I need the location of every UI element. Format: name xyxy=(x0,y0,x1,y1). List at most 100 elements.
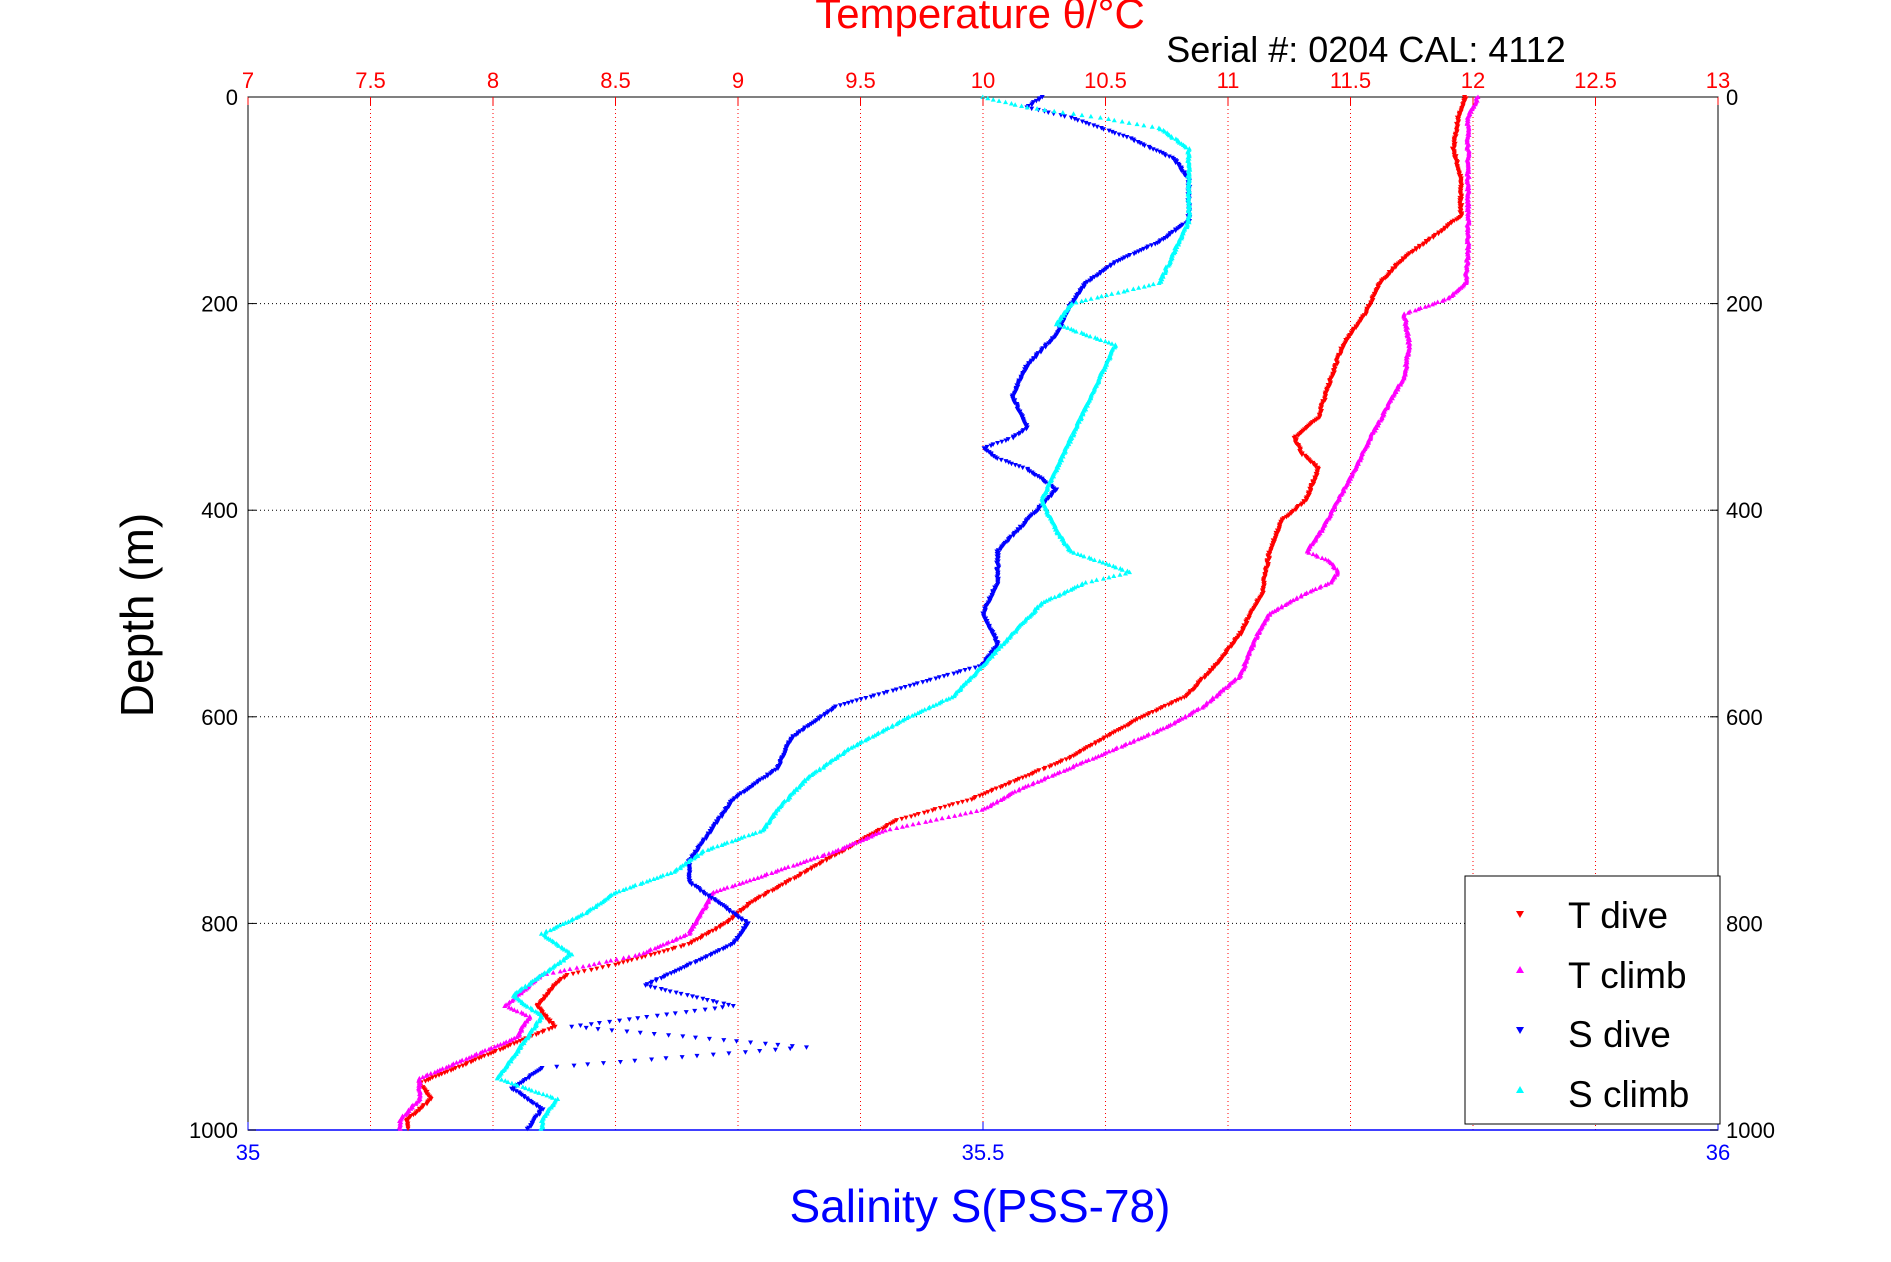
data-point xyxy=(844,843,850,849)
data-point xyxy=(802,870,808,875)
data-point xyxy=(729,883,735,889)
data-point xyxy=(1106,339,1112,345)
data-point xyxy=(1097,558,1103,564)
data-point xyxy=(904,715,910,721)
data-point xyxy=(1313,464,1319,469)
data-point xyxy=(1322,397,1328,403)
data-point xyxy=(794,787,800,792)
data-point xyxy=(634,956,640,962)
data-point xyxy=(909,713,915,718)
data-point xyxy=(660,942,666,947)
data-point xyxy=(807,857,813,862)
data-point xyxy=(460,1063,466,1069)
data-point xyxy=(567,966,573,971)
legend-item-t-climb: T climb xyxy=(1516,955,1687,996)
data-point xyxy=(1064,588,1070,594)
data-point xyxy=(600,965,606,970)
data-point xyxy=(1393,265,1399,270)
data-point xyxy=(613,962,619,968)
data-point xyxy=(450,1067,456,1072)
data-point xyxy=(620,887,626,892)
data-point xyxy=(502,1003,508,1009)
data-point xyxy=(738,909,744,914)
data-point xyxy=(911,682,917,688)
data-point xyxy=(1141,284,1147,289)
data-point xyxy=(1049,763,1055,768)
data-point xyxy=(502,1078,508,1083)
data-point xyxy=(569,951,575,957)
data-point xyxy=(511,1007,517,1012)
data-point xyxy=(721,1001,727,1007)
data-point xyxy=(933,816,939,822)
data-point xyxy=(691,855,697,861)
data-point xyxy=(529,1088,535,1093)
data-point xyxy=(734,1039,740,1044)
data-point xyxy=(1008,100,1014,106)
data-point xyxy=(871,693,877,699)
data-point xyxy=(1014,529,1020,535)
data-point xyxy=(1029,102,1035,108)
legend-label-s-climb: S climb xyxy=(1568,1074,1689,1115)
data-point xyxy=(1135,736,1141,742)
data-point xyxy=(1012,779,1018,784)
data-point xyxy=(1134,717,1140,722)
data-point xyxy=(591,961,597,967)
data-point xyxy=(1101,751,1107,756)
data-point xyxy=(672,937,678,942)
data-point xyxy=(499,1077,505,1082)
data-point xyxy=(724,885,730,890)
data-point xyxy=(692,1008,698,1014)
data-point xyxy=(994,799,1000,805)
data-point xyxy=(736,934,742,940)
data-point xyxy=(606,964,612,969)
data-point xyxy=(514,1040,520,1045)
data-point xyxy=(1046,597,1052,602)
data-point xyxy=(1039,95,1045,100)
data-point xyxy=(502,1045,508,1050)
data-point xyxy=(1160,725,1166,731)
data-point xyxy=(858,697,864,702)
data-point xyxy=(1033,354,1039,360)
data-point xyxy=(644,878,650,884)
data-point xyxy=(1116,132,1122,137)
data-point xyxy=(760,776,766,781)
data-point xyxy=(845,700,851,706)
data-point xyxy=(608,957,614,963)
data-point xyxy=(708,952,714,958)
data-point xyxy=(1338,351,1344,357)
data-point xyxy=(417,1107,423,1113)
data-point xyxy=(870,831,876,836)
data-point xyxy=(472,1057,478,1063)
data-point xyxy=(436,1073,442,1078)
data-point xyxy=(1111,261,1117,266)
data-point xyxy=(907,683,913,689)
data-point xyxy=(538,1106,544,1111)
data-point xyxy=(1153,148,1159,153)
data-point xyxy=(698,935,704,941)
data-point xyxy=(930,703,936,708)
data-point xyxy=(1012,789,1018,794)
data-point xyxy=(1138,735,1144,741)
data-point xyxy=(1068,587,1074,592)
data-point xyxy=(925,705,931,711)
data-point xyxy=(797,860,803,866)
data-point xyxy=(1147,711,1153,716)
data-point xyxy=(1034,106,1040,111)
data-point xyxy=(893,687,899,692)
data-point xyxy=(661,949,667,954)
data-point xyxy=(1011,533,1017,538)
data-point xyxy=(775,766,781,771)
data-point xyxy=(863,836,869,841)
data-point xyxy=(530,1101,536,1106)
data-point xyxy=(719,842,725,848)
data-point xyxy=(1089,578,1095,584)
data-point xyxy=(730,916,736,922)
data-point xyxy=(772,1047,778,1053)
data-point xyxy=(1420,242,1426,248)
data-point xyxy=(1084,332,1090,338)
data-point xyxy=(903,815,909,821)
data-point xyxy=(729,838,735,844)
data-point xyxy=(420,1074,426,1080)
data-point xyxy=(714,843,720,849)
data-point xyxy=(524,1126,530,1132)
